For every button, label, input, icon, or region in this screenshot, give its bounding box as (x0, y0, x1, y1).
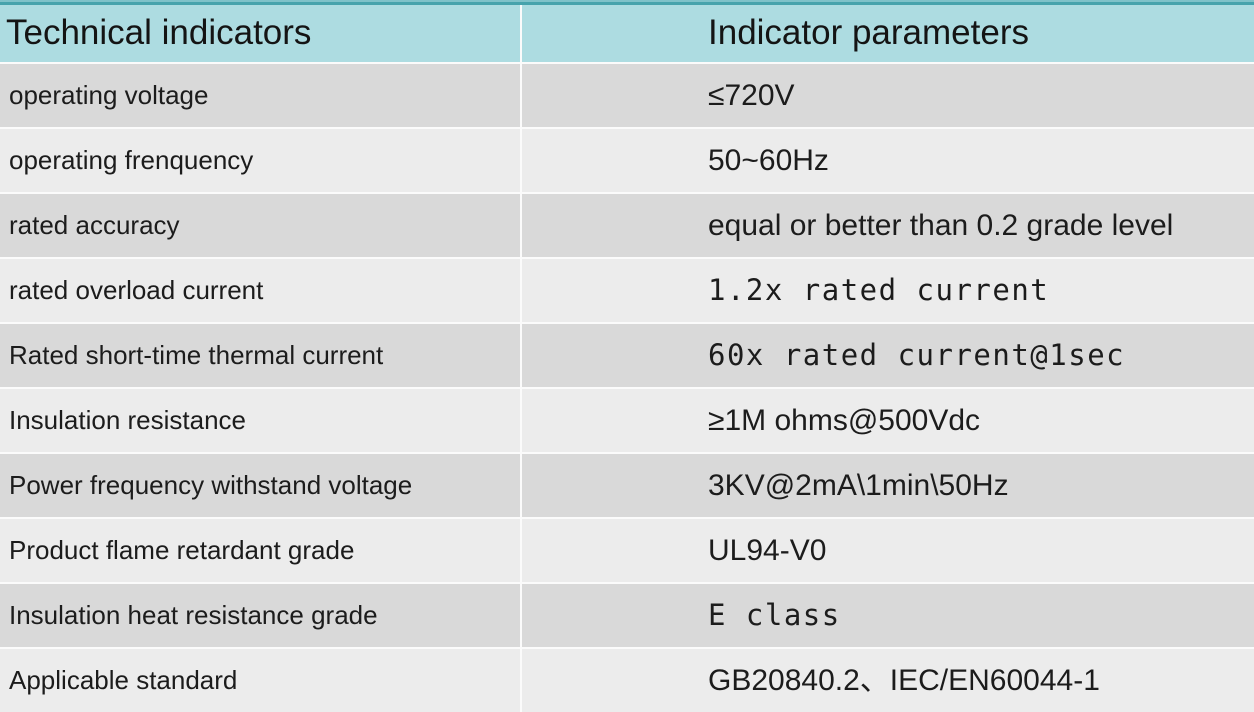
row-value: GB20840.2、IEC/EN60044-1 (708, 664, 1100, 697)
row-value: 50~60Hz (708, 144, 829, 177)
table-row: rated accuracy equal or better than 0.2 … (0, 192, 1254, 257)
row-label: rated overload current (0, 259, 522, 322)
row-label: Insulation resistance (0, 389, 522, 452)
header-cell-technical-indicators: Technical indicators (0, 5, 522, 62)
row-label: operating frenquency (0, 129, 522, 192)
row-label: Applicable standard (0, 649, 522, 712)
row-label: rated accuracy (0, 194, 522, 257)
table-row: Product flame retardant grade UL94-V0 (0, 517, 1254, 582)
table-row: rated overload current 1.2x rated curren… (0, 257, 1254, 322)
row-label: Rated short-time thermal current (0, 324, 522, 387)
row-value: ≥1M ohms@500Vdc (708, 404, 981, 437)
row-label: operating voltage (0, 64, 522, 127)
row-value: 60x rated current@1sec (708, 337, 1126, 372)
table-row: Rated short-time thermal current 60x rat… (0, 322, 1254, 387)
row-label: Power frequency withstand voltage (0, 454, 522, 517)
table-row: operating frenquency 50~60Hz (0, 127, 1254, 192)
header-cell-indicator-parameters: Indicator parameters (708, 13, 1029, 53)
row-label: Insulation heat resistance grade (0, 584, 522, 647)
table-body: operating voltage ≤720V operating frenqu… (0, 62, 1254, 712)
row-value: equal or better than 0.2 grade level (708, 209, 1174, 242)
row-label: Product flame retardant grade (0, 519, 522, 582)
table-row: Insulation resistance ≥1M ohms@500Vdc (0, 387, 1254, 452)
table-row: Applicable standard GB20840.2、IEC/EN6004… (0, 647, 1254, 712)
table-row: Power frequency withstand voltage 3KV@2m… (0, 452, 1254, 517)
row-value: UL94-V0 (708, 534, 827, 567)
table-row: Insulation heat resistance grade E class (0, 582, 1254, 647)
row-value: ≤720V (708, 79, 795, 112)
table-header-row: Technical indicators Indicator parameter… (0, 5, 1254, 62)
row-value: E class (708, 597, 841, 632)
row-value: 3KV@2mA\1min\50Hz (708, 469, 1009, 502)
header-accent-stripe-light (0, 0, 1254, 2)
table-row: operating voltage ≤720V (0, 62, 1254, 127)
header-accent-stripe-dark (0, 2, 1254, 5)
row-value: 1.2x rated current (708, 272, 1050, 307)
